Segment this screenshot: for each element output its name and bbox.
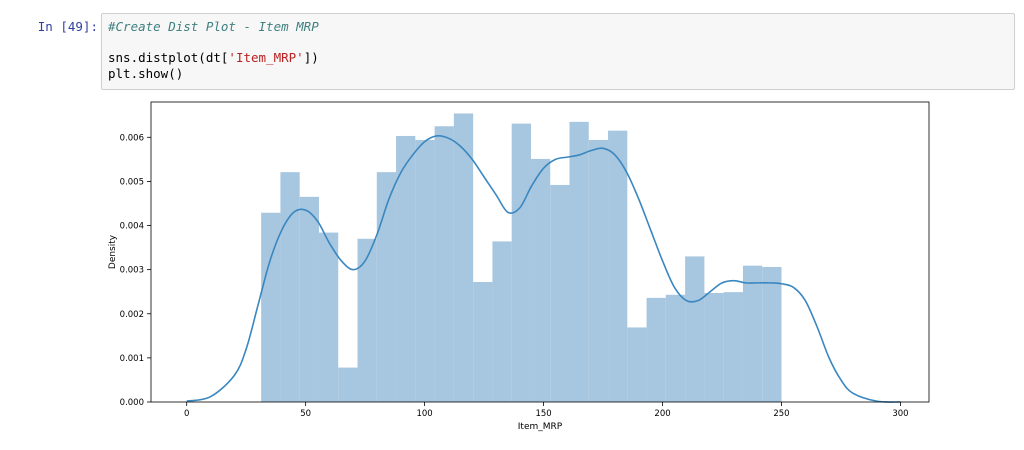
histogram-bar [280, 172, 300, 402]
histogram-bar [511, 123, 531, 402]
y-tick-label: 0.006 [120, 133, 144, 143]
histogram-bar [608, 130, 628, 403]
histogram-bars [261, 113, 782, 403]
code-cell-input[interactable]: #Create Dist Plot - Item MRP sns.distplo… [101, 13, 1015, 90]
histogram-bar [762, 267, 782, 402]
histogram-bar [357, 238, 377, 402]
histogram-bar [318, 232, 339, 402]
histogram-bar [415, 139, 435, 403]
histogram-bar [396, 135, 416, 402]
x-tick-label: 100 [416, 409, 432, 419]
y-tick-label: 0.003 [120, 266, 144, 276]
histogram-bar [569, 121, 589, 403]
histogram-bar [588, 139, 609, 403]
x-tick-label: 200 [654, 409, 670, 419]
histogram-bar [550, 184, 570, 402]
x-axis-ticks: 0 50 100 150 200 250 300 [184, 402, 909, 419]
code-spacer [108, 35, 1008, 51]
kde-curve [186, 135, 901, 403]
histogram-bar [530, 158, 551, 402]
code-call-suffix: ]) [303, 50, 319, 65]
histogram-bar [685, 256, 705, 402]
code-string-literal: 'Item_MRP' [228, 50, 304, 65]
plot-frame [150, 101, 930, 403]
cell-output: 0 50 100 150 200 250 300 0.000 0.001 0.002 0.003 0… [101, 96, 1001, 446]
histogram-bar [492, 241, 512, 402]
y-tick-label: 0.001 [120, 354, 144, 364]
x-tick-label: 300 [892, 409, 908, 419]
x-tick-label: 50 [300, 409, 311, 419]
histogram-bar [665, 294, 686, 402]
y-axis-ticks: 0.000 0.001 0.002 0.003 0.004 0.005 0.006 [120, 133, 151, 408]
histogram-bar [453, 113, 474, 403]
distplot-chart: 0 50 100 150 200 250 300 0.0000.0010.0020.0030… [108, 101, 930, 432]
x-tick-label: 150 [535, 409, 551, 419]
histogram-bar [627, 327, 647, 402]
cell-prompt: In [49]: [37, 19, 98, 34]
histogram-bar [742, 265, 763, 402]
code-line-show: plt.show() [108, 65, 184, 81]
y-axis-label: Density [108, 234, 118, 269]
histogram-bar [473, 282, 493, 402]
y-tick-label: 0.004 [120, 222, 144, 232]
y-tick-label: 0.005 [120, 177, 144, 187]
x-tick-label: 0 [184, 409, 189, 419]
x-axis-label: Item_MRP [518, 422, 563, 432]
x-tick-label: 250 [773, 409, 789, 419]
histogram-bar [376, 172, 397, 402]
histogram-bar [646, 297, 666, 402]
code-call-prefix: sns.distplot(dt[ [108, 50, 229, 65]
histogram-bar [434, 126, 454, 402]
histogram-bar [704, 293, 724, 402]
histogram-bar [261, 212, 281, 402]
histogram-bar [299, 196, 319, 402]
y-tick-label: 0.002 [120, 310, 144, 320]
histogram-bar [723, 292, 743, 402]
code-line-distplot: sns.distplot(dt['Item_MRP']) [108, 50, 1008, 66]
y-tick-label: 0.000 [120, 398, 144, 408]
histogram-bar [338, 367, 358, 402]
code-comment: #Create Dist Plot - Item MRP [108, 19, 319, 34]
